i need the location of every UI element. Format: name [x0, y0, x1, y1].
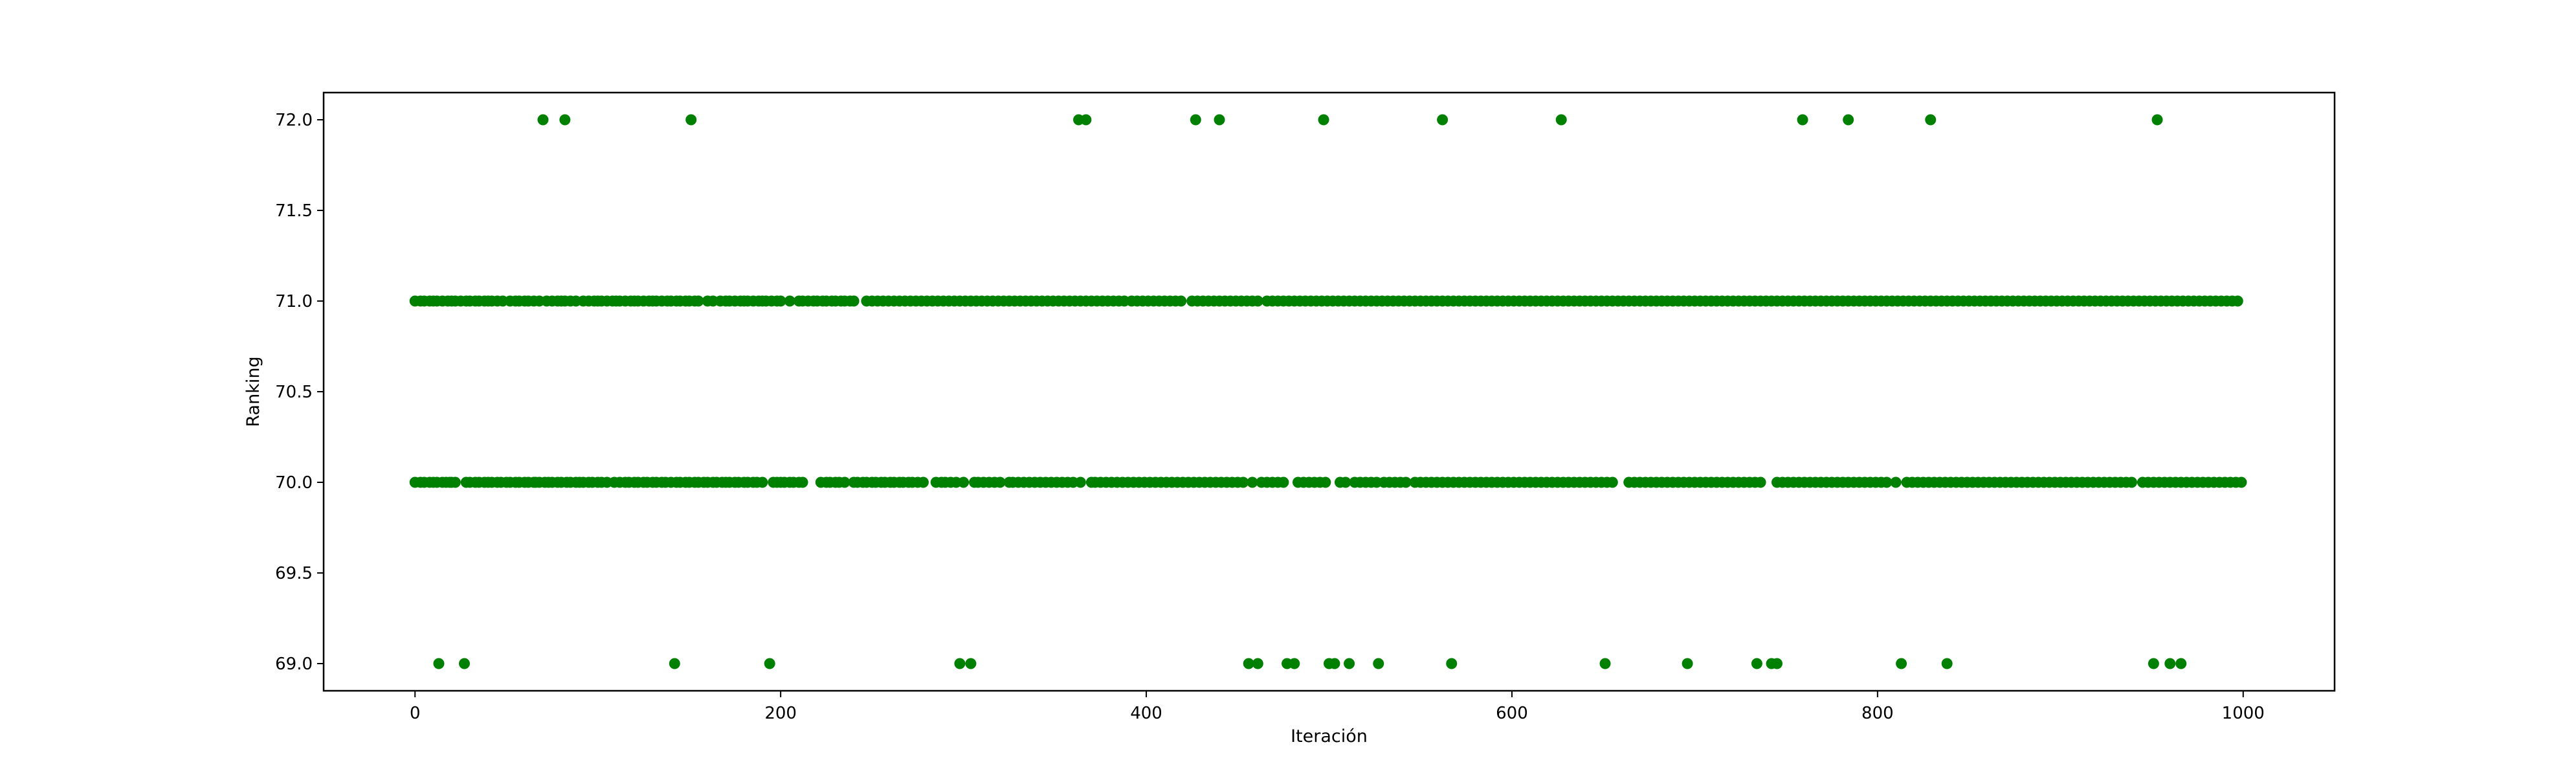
data-point [2236, 476, 2247, 488]
data-point [1941, 658, 1953, 669]
data-point [1400, 476, 1412, 488]
data-point [1080, 114, 1092, 126]
data-points [409, 114, 2247, 669]
data-point [1555, 114, 1567, 126]
data-point [1289, 658, 1300, 669]
data-point [1252, 658, 1263, 669]
data-point [1755, 476, 1766, 488]
x-tick-label: 200 [764, 704, 797, 723]
data-point [954, 658, 966, 669]
data-point [1340, 476, 1351, 488]
data-point [1243, 658, 1254, 669]
data-point [797, 476, 808, 488]
data-point [685, 114, 697, 126]
data-point [537, 114, 549, 126]
data-point [1373, 658, 1384, 669]
data-point [1771, 658, 1783, 669]
data-point [839, 476, 850, 488]
data-point [449, 476, 461, 488]
x-tick-label: 400 [1130, 704, 1162, 723]
data-point [1278, 476, 1289, 488]
y-tick-label: 69.0 [275, 655, 313, 674]
y-axis-ticks: 69.0 69.5 70.0 70.5 71.0 71.5 72.0 [275, 111, 324, 674]
data-point [2175, 658, 2187, 669]
data-point [848, 295, 860, 307]
y-tick-label: 71.0 [275, 292, 313, 311]
x-tick-label: 800 [1861, 704, 1894, 723]
data-point [994, 476, 1006, 488]
data-point [1890, 476, 1902, 488]
data-point [917, 476, 929, 488]
data-point [2164, 658, 2176, 669]
data-point [1751, 658, 1762, 669]
data-point [1446, 658, 1458, 669]
data-point [1252, 295, 1263, 307]
data-point [1797, 114, 1808, 126]
x-axis-label: Iteración [1291, 726, 1368, 746]
data-point [958, 476, 970, 488]
y-tick-label: 70.0 [275, 473, 313, 493]
data-point [775, 295, 786, 307]
data-point [559, 114, 571, 126]
data-point [1606, 476, 1618, 488]
y-axis-label: Ranking [243, 356, 263, 427]
data-point [1896, 658, 1907, 669]
x-tick-label: 1000 [2222, 704, 2265, 723]
data-point [1843, 114, 1854, 126]
data-point [2148, 658, 2159, 669]
data-point [669, 658, 680, 669]
data-point [965, 658, 977, 669]
data-point [1329, 658, 1340, 669]
data-point [1925, 114, 1937, 126]
data-point [693, 295, 704, 307]
data-point [1320, 476, 1331, 488]
data-point [2126, 476, 2137, 488]
data-point [1599, 658, 1611, 669]
data-point [1190, 114, 1201, 126]
x-tick-label: 0 [410, 704, 421, 723]
data-point [2232, 295, 2243, 307]
data-point [1074, 476, 1086, 488]
data-point [2151, 114, 2163, 126]
data-point [1682, 658, 1693, 669]
y-tick-label: 70.5 [275, 383, 313, 402]
data-point [433, 658, 445, 669]
data-point [784, 295, 795, 307]
data-point [1214, 114, 1225, 126]
y-tick-label: 71.5 [275, 201, 313, 221]
y-tick-label: 69.5 [275, 564, 313, 583]
x-tick-label: 600 [1496, 704, 1528, 723]
y-tick-label: 72.0 [275, 111, 313, 130]
data-point [1437, 114, 1449, 126]
data-point [458, 658, 470, 669]
data-point [1881, 476, 1893, 488]
data-point [1238, 476, 1249, 488]
data-point [1247, 476, 1258, 488]
data-point [757, 476, 768, 488]
data-point [1344, 658, 1355, 669]
data-point [764, 658, 775, 669]
x-axis-ticks: 0 200 400 600 800 1000 [410, 691, 2265, 723]
data-point [1318, 114, 1329, 126]
data-point [1175, 295, 1187, 307]
